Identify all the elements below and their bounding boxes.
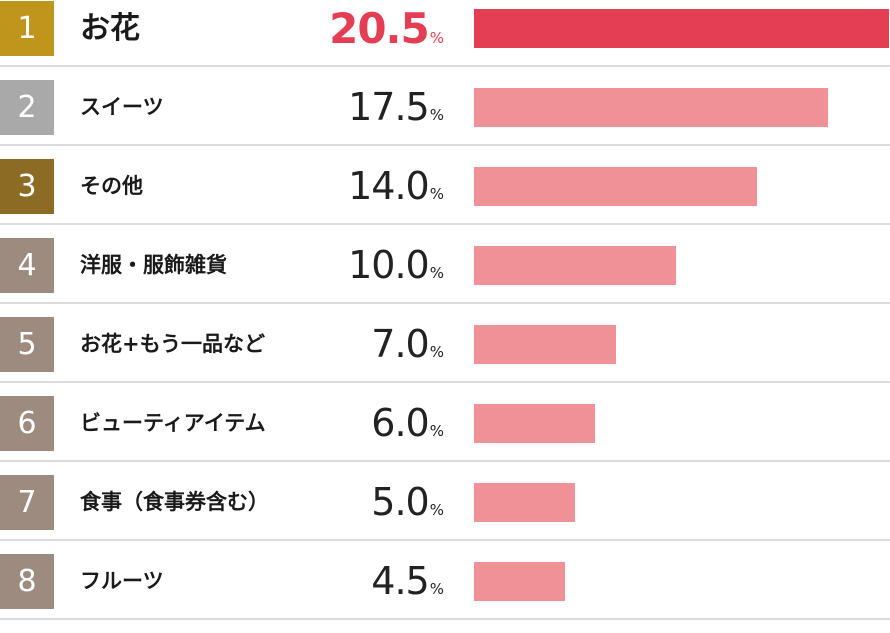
value-number: 6.0 [371, 401, 429, 445]
value-number: 10.0 [348, 243, 430, 287]
row-divider [0, 302, 890, 304]
value-bar [474, 167, 757, 206]
category-label: お花 [80, 11, 140, 46]
category-label: スイーツ [80, 95, 164, 119]
rank-badge: 4 [0, 238, 54, 293]
value-bar [474, 562, 565, 601]
row-divider [0, 144, 890, 146]
value-bar [474, 404, 595, 443]
percent-unit: % [429, 29, 444, 47]
value-label: 10.0% [348, 238, 444, 293]
ranking-row: 4 洋服・服飾雑貨 10.0% [0, 238, 890, 317]
value-label: 4.5% [371, 554, 444, 609]
ranking-row: 5 お花+もう一品など 7.0% [0, 317, 890, 396]
ranking-row: 6 ビューティアイテム 6.0% [0, 396, 890, 475]
rank-badge: 7 [0, 475, 54, 530]
value-bar [474, 9, 889, 48]
row-divider [0, 65, 890, 67]
value-label: 20.5% [329, 1, 444, 56]
value-bar [474, 325, 616, 364]
rank-badge: 2 [0, 80, 54, 135]
category-label: フルーツ [80, 569, 164, 593]
percent-unit: % [429, 106, 444, 124]
rank-badge: 6 [0, 396, 54, 451]
value-number: 17.5 [348, 85, 430, 129]
ranking-row: 8 フルーツ 4.5% [0, 554, 890, 633]
category-label: ビューティアイテム [80, 411, 266, 435]
rank-badge: 1 [0, 1, 54, 56]
value-label: 17.5% [348, 80, 444, 135]
rank-badge: 5 [0, 317, 54, 372]
value-label: 5.0% [371, 475, 444, 530]
category-label: 食事（食事券含む） [80, 490, 269, 514]
row-divider [0, 460, 890, 462]
percent-unit: % [429, 501, 444, 519]
ranking-row: 1 お花 20.5% [0, 1, 890, 80]
value-number: 20.5 [329, 4, 430, 53]
value-bar [474, 246, 676, 285]
ranking-row: 2 スイーツ 17.5% [0, 80, 890, 159]
ranking-row: 3 その他 14.0% [0, 159, 890, 238]
percent-unit: % [429, 264, 444, 282]
percent-unit: % [429, 422, 444, 440]
ranking-row: 7 食事（食事券含む） 5.0% [0, 475, 890, 554]
value-number: 14.0 [348, 164, 430, 208]
value-label: 6.0% [371, 396, 444, 451]
category-label: その他 [80, 174, 143, 198]
value-number: 4.5 [371, 559, 429, 603]
percent-unit: % [429, 580, 444, 598]
value-label: 7.0% [371, 317, 444, 372]
row-divider [0, 539, 890, 541]
percent-unit: % [429, 185, 444, 203]
rank-badge: 8 [0, 554, 54, 609]
category-label: お花+もう一品など [80, 332, 265, 356]
value-bar [474, 483, 575, 522]
row-divider [0, 618, 890, 620]
row-divider [0, 223, 890, 225]
category-label: 洋服・服飾雑貨 [80, 253, 227, 277]
row-divider [0, 381, 890, 383]
value-label: 14.0% [348, 159, 444, 214]
rank-badge: 3 [0, 159, 54, 214]
value-number: 5.0 [371, 480, 429, 524]
percent-unit: % [429, 343, 444, 361]
value-bar [474, 88, 828, 127]
value-number: 7.0 [371, 322, 429, 366]
